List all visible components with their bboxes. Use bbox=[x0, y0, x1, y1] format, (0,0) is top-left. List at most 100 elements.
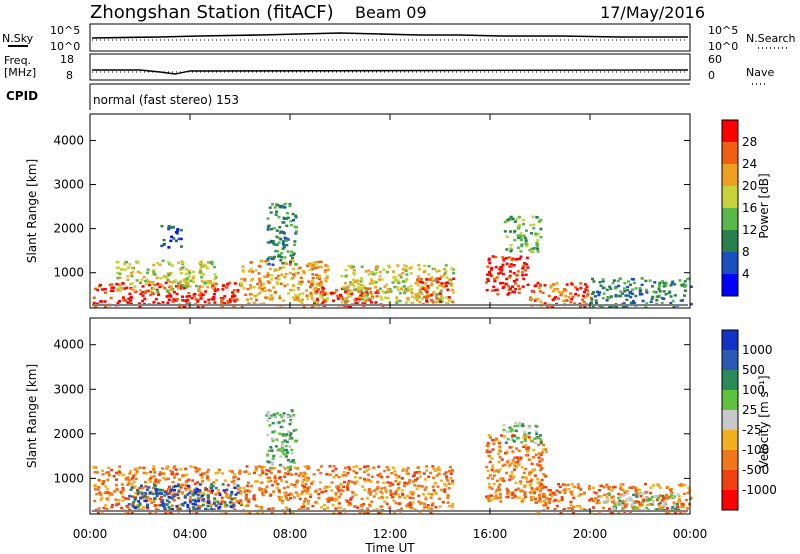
data-cell bbox=[220, 298, 224, 301]
data-cell bbox=[631, 301, 635, 305]
data-cell bbox=[634, 489, 638, 492]
data-cell bbox=[543, 448, 547, 451]
data-cell bbox=[635, 494, 639, 498]
data-cell bbox=[356, 506, 360, 509]
data-cell bbox=[233, 475, 237, 479]
colorbar-swatch bbox=[722, 164, 738, 187]
data-cell bbox=[450, 267, 454, 270]
data-cell bbox=[663, 498, 667, 502]
data-cell bbox=[297, 299, 301, 302]
data-cell bbox=[206, 497, 210, 500]
data-cell bbox=[499, 282, 502, 285]
data-cell bbox=[347, 466, 351, 469]
data-cell bbox=[514, 488, 518, 492]
data-cell bbox=[423, 478, 427, 481]
data-cell bbox=[619, 290, 623, 293]
data-cell bbox=[493, 288, 497, 292]
data-cell bbox=[362, 284, 365, 288]
data-cell bbox=[318, 277, 321, 281]
data-cell bbox=[290, 451, 294, 455]
data-cell bbox=[582, 294, 585, 298]
data-cell bbox=[173, 473, 177, 476]
data-cell bbox=[417, 494, 421, 498]
data-cell bbox=[583, 290, 586, 294]
data-cell bbox=[424, 287, 428, 290]
data-cell bbox=[417, 280, 420, 284]
data-cell bbox=[345, 287, 349, 290]
data-cell bbox=[249, 267, 253, 271]
data-cell bbox=[192, 508, 196, 511]
data-cell bbox=[403, 291, 407, 295]
data-cell bbox=[302, 271, 306, 274]
data-cell bbox=[390, 496, 394, 499]
data-cell bbox=[378, 270, 382, 274]
data-cell bbox=[140, 484, 143, 487]
data-cell bbox=[417, 264, 421, 267]
data-cell bbox=[210, 262, 214, 265]
data-cell bbox=[446, 494, 450, 497]
data-cell bbox=[664, 281, 668, 285]
nave-tick-bottom: 0 bbox=[708, 69, 715, 82]
data-cell bbox=[632, 281, 636, 285]
data-cell bbox=[222, 489, 226, 492]
data-cell bbox=[492, 482, 496, 486]
data-cell bbox=[185, 277, 189, 281]
data-cell bbox=[123, 262, 127, 265]
nsky-tick-top: 10^5 bbox=[50, 24, 80, 37]
data-cell bbox=[143, 494, 147, 498]
data-cell bbox=[522, 471, 526, 475]
data-cell bbox=[200, 265, 204, 268]
data-cell bbox=[317, 492, 321, 496]
data-cell bbox=[687, 277, 691, 280]
data-cell bbox=[432, 488, 436, 492]
data-cell bbox=[298, 266, 302, 270]
data-cell bbox=[267, 449, 271, 453]
data-cell bbox=[506, 460, 510, 463]
data-cell bbox=[519, 255, 523, 258]
data-cell bbox=[181, 492, 185, 496]
data-cell bbox=[371, 295, 375, 299]
data-cell bbox=[135, 504, 139, 507]
data-cell bbox=[294, 271, 298, 275]
data-cell bbox=[252, 301, 256, 304]
data-cell bbox=[172, 494, 176, 497]
colorbar-tick-label: 8 bbox=[742, 245, 750, 259]
data-cell bbox=[330, 496, 334, 500]
colorbar-tick-label: -25 bbox=[742, 423, 762, 437]
data-cell bbox=[363, 470, 367, 474]
data-cell bbox=[293, 484, 297, 487]
data-cell bbox=[242, 486, 246, 490]
data-cell bbox=[173, 493, 177, 496]
data-cell bbox=[257, 272, 261, 275]
data-cell bbox=[383, 500, 387, 504]
data-cell bbox=[170, 504, 174, 507]
data-cell bbox=[140, 493, 144, 497]
data-cell bbox=[283, 511, 287, 514]
data-cell bbox=[158, 263, 162, 266]
data-cell bbox=[366, 511, 370, 514]
data-cell bbox=[600, 305, 604, 309]
data-cell bbox=[170, 494, 174, 498]
data-cell bbox=[503, 463, 507, 467]
data-cell bbox=[375, 295, 379, 298]
data-cell bbox=[130, 486, 134, 489]
data-cell bbox=[511, 285, 514, 288]
data-cell bbox=[192, 280, 195, 283]
data-cell bbox=[374, 301, 378, 304]
data-cell bbox=[658, 290, 662, 293]
data-cell bbox=[276, 250, 280, 253]
data-cell bbox=[534, 284, 538, 287]
data-cell bbox=[290, 460, 294, 463]
data-cell bbox=[274, 445, 278, 448]
data-cell bbox=[597, 293, 601, 297]
data-cell bbox=[681, 299, 685, 302]
data-cell bbox=[347, 479, 351, 483]
data-cell bbox=[288, 492, 292, 495]
data-cell bbox=[138, 281, 142, 285]
data-cell bbox=[628, 496, 632, 499]
data-cell bbox=[415, 471, 419, 474]
data-cell bbox=[320, 290, 324, 293]
data-cell bbox=[419, 280, 423, 284]
data-cell bbox=[343, 466, 347, 470]
data-cell bbox=[176, 484, 180, 488]
